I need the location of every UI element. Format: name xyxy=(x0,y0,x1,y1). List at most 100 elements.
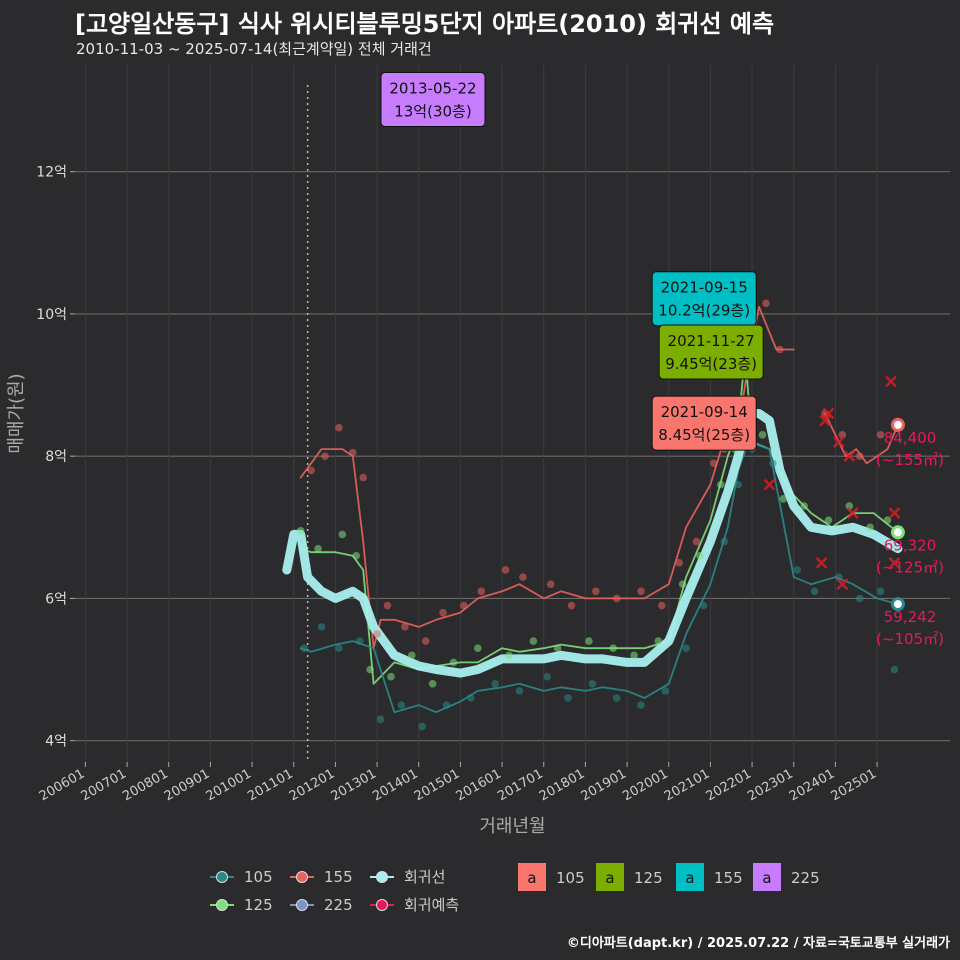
chart-subtitle: 2010-11-03 ~ 2025-07-14(최근계약일) 전체 거래건 xyxy=(76,40,432,58)
annotation-date: 2021-09-14 xyxy=(661,403,748,421)
scatter-point-105 xyxy=(300,644,308,653)
scatter-point-105 xyxy=(769,459,777,468)
scatter-point-105 xyxy=(564,694,572,702)
end-point-105 xyxy=(890,597,905,612)
scatter-point-105 xyxy=(543,672,552,681)
annotation-price: 10.2억(29층) xyxy=(658,302,750,320)
legend-label-forecast: 회귀예측 xyxy=(404,896,459,914)
x-tick-label: 201801 xyxy=(537,766,587,804)
x-tick-label: 202201 xyxy=(704,766,754,804)
scatter-point-125 xyxy=(696,551,704,560)
annotation-box-225 xyxy=(380,72,486,128)
scatter-point-155 xyxy=(348,448,357,457)
scatter-point-155 xyxy=(439,608,447,617)
x-tick-label: 201501 xyxy=(412,766,462,804)
scatter-point-155 xyxy=(401,623,409,631)
forecast-marker xyxy=(888,507,901,519)
x-tick-label: 202401 xyxy=(787,766,837,804)
forecast-marker xyxy=(815,556,828,569)
forecast-value-label: 84,400 xyxy=(884,429,937,447)
scatter-point-125 xyxy=(473,644,482,653)
forecast-area-label: (~155㎡) xyxy=(876,451,944,469)
scatter-point-105 xyxy=(376,715,385,724)
scatter-point-125 xyxy=(654,637,663,645)
annotation-price: 9.45억(23층) xyxy=(665,355,757,373)
legend-dot-105 xyxy=(216,871,228,883)
end-point-155 xyxy=(890,417,905,432)
forecast-marker xyxy=(836,578,849,591)
legend-box-label: 125 xyxy=(634,869,663,887)
scatter-point-105 xyxy=(855,594,864,603)
scatter-point-155 xyxy=(592,587,600,596)
legend-box-label155 xyxy=(676,863,704,891)
scatter-point-155 xyxy=(838,431,847,439)
scatter-point-155 xyxy=(501,566,510,574)
scatter-point-105 xyxy=(835,573,843,581)
x-tick-label: 202001 xyxy=(620,766,670,804)
legend-label-regression: 회귀선 xyxy=(404,868,445,886)
scatter-point-105 xyxy=(810,587,819,596)
scatter-point-155 xyxy=(460,601,468,610)
legend-label-155: 155 xyxy=(324,868,353,886)
scatter-point-155 xyxy=(321,452,329,460)
scatter-point-155 xyxy=(658,601,666,610)
legend-label-105: 105 xyxy=(244,868,273,886)
scatter-point-105 xyxy=(467,694,475,702)
scatter-point-155 xyxy=(519,573,527,581)
legend-dot-155 xyxy=(296,871,308,883)
forecast-marker xyxy=(885,375,897,388)
forecast-marker xyxy=(833,436,845,448)
scatter-point-155 xyxy=(546,580,555,588)
scatter-point-155 xyxy=(710,459,718,468)
forecast-value-label: 69,320 xyxy=(884,536,937,554)
legend-box-glyph: a xyxy=(605,869,614,887)
legend-box-label: 225 xyxy=(791,869,820,887)
scatter-point-125 xyxy=(505,651,513,660)
x-axis-title: 거래년월 xyxy=(479,816,545,837)
annotation-price: 8.45억(25층) xyxy=(658,426,750,444)
scatter-point-125 xyxy=(296,527,305,535)
scatter-point-105 xyxy=(588,679,597,688)
x-tick-label: 200601 xyxy=(37,766,87,804)
scatter-point-125 xyxy=(314,544,322,553)
forecast-marker xyxy=(819,414,831,427)
x-tick-label: 201301 xyxy=(329,766,379,804)
legend-box-label225 xyxy=(753,863,781,891)
scatter-point-105 xyxy=(637,701,645,709)
x-tick-label: 201601 xyxy=(454,766,504,804)
annotation-box-105 xyxy=(651,395,757,451)
scatter-point-155 xyxy=(637,587,645,596)
forecast-marker xyxy=(822,407,835,420)
forecast-area-label: (~105㎡) xyxy=(876,630,944,648)
scatter-point-125 xyxy=(449,658,458,667)
y-tick-label: 12억 xyxy=(36,165,67,181)
scatter-point-155 xyxy=(383,601,392,610)
scatter-point-105 xyxy=(734,480,742,489)
scatter-point-125 xyxy=(338,530,347,539)
scatter-point-105 xyxy=(335,644,343,653)
legend-box-glyph: a xyxy=(685,869,694,887)
x-tick-label: 201201 xyxy=(287,766,337,804)
legend-box-glyph: a xyxy=(762,869,771,887)
scatter-point-125 xyxy=(408,651,416,660)
legend-dot-225 xyxy=(296,899,308,911)
scatter-point-105 xyxy=(418,722,427,731)
scatter-point-125 xyxy=(779,495,788,503)
scatter-point-155 xyxy=(855,452,864,460)
scatter-point-105 xyxy=(890,665,899,674)
y-tick-label: 4억 xyxy=(45,734,67,750)
legend-label-225: 225 xyxy=(324,896,353,914)
legend-box-label125 xyxy=(596,863,624,891)
x-tick-label: 200701 xyxy=(79,766,129,804)
scatter-point-125 xyxy=(717,480,725,489)
scatter-point-155 xyxy=(307,466,315,475)
series-line-105 xyxy=(299,441,899,714)
scatter-point-105 xyxy=(442,701,451,709)
legend-label-125: 125 xyxy=(244,896,273,914)
annotation-date: 2013-05-22 xyxy=(389,80,476,98)
scatter-point-125 xyxy=(824,516,833,524)
scatter-point-125 xyxy=(352,551,361,560)
scatter-point-155 xyxy=(359,473,367,482)
scatter-point-155 xyxy=(421,637,430,645)
scatter-point-155 xyxy=(762,299,770,308)
